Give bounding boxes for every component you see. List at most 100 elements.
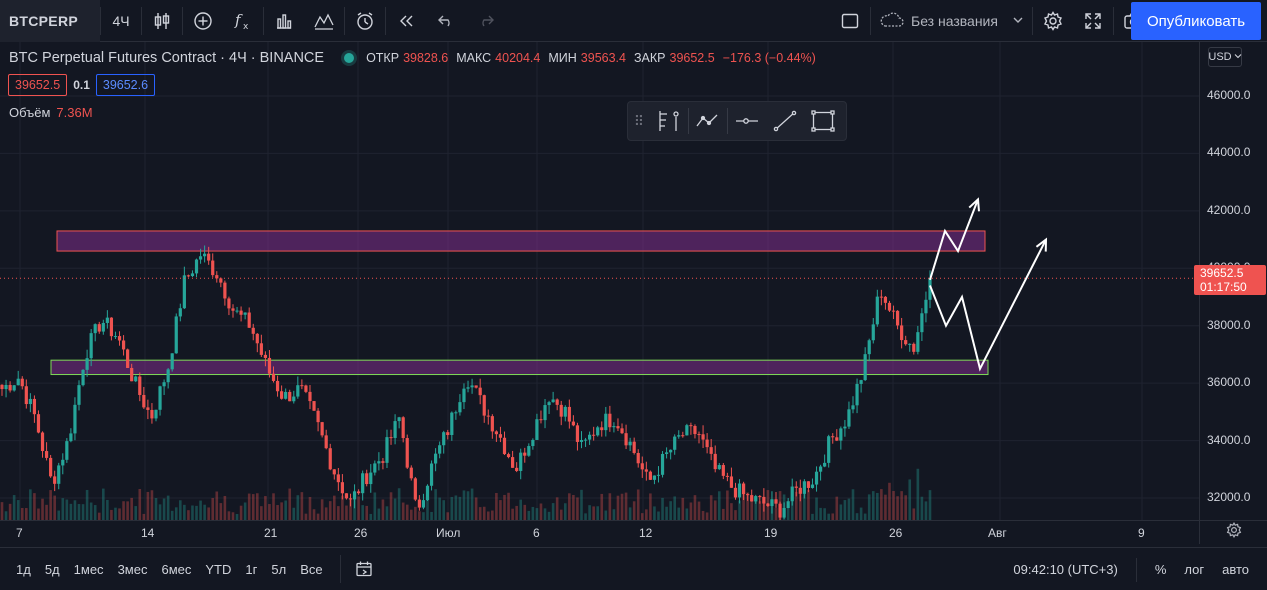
clock-timezone[interactable]: 09:42:10 (UTC+3) (1013, 562, 1118, 577)
range-button-3[interactable]: 3мес (117, 561, 148, 577)
candle-body (53, 476, 57, 484)
chart-pane[interactable] (0, 42, 1199, 520)
symbol-title[interactable]: BTC Perpetual Futures Contract · 4Ч · BI… (9, 50, 325, 66)
percent-scale-button[interactable]: % (1154, 562, 1167, 577)
currency-select[interactable]: USD (1208, 47, 1242, 67)
candle-body (758, 496, 762, 498)
candle-body (575, 425, 580, 442)
volume-bar (458, 496, 462, 520)
candle-body (352, 491, 357, 500)
indicators-plus-icon[interactable] (183, 0, 223, 42)
time-axis[interactable]: 7 14 21 26 Июл 6 12 19 26 Авг 9 (0, 520, 1199, 544)
redo-icon[interactable] (466, 0, 506, 42)
candle-body (632, 441, 636, 453)
candle-body (361, 473, 365, 494)
range-button-2[interactable]: 1мес (73, 561, 104, 577)
volume-bar (908, 479, 912, 520)
candle-body (543, 405, 547, 421)
range-button-7[interactable]: 5л (271, 561, 287, 577)
volume-bar (264, 496, 267, 520)
volume-bar (754, 496, 758, 520)
price-chart[interactable] (0, 42, 1199, 520)
candle-body (203, 253, 207, 257)
volume-bar (628, 507, 632, 520)
candle-body (344, 493, 349, 499)
candle-body (770, 499, 774, 507)
projection-path-bullish-arrowhead (968, 197, 980, 212)
volume-bar (750, 498, 753, 520)
gear-icon[interactable] (1226, 522, 1242, 543)
range-button-6[interactable]: 1г (245, 561, 258, 577)
replay-icon[interactable] (386, 0, 426, 42)
support-zone (50, 359, 989, 376)
volume-bar (701, 510, 705, 520)
candles-icon[interactable] (142, 0, 182, 42)
candle-body (847, 409, 851, 427)
candle-body (681, 435, 685, 437)
volume-legend[interactable]: Объём 7.36M (9, 105, 93, 120)
alert-icon[interactable] (345, 0, 385, 42)
volume-bar (296, 495, 300, 520)
volume-bar (742, 489, 745, 520)
candle-body (494, 431, 498, 435)
volume-label: Объём (9, 105, 51, 120)
svg-text:x: x (243, 22, 249, 32)
goto-date-icon[interactable] (355, 560, 373, 578)
long-position-icon[interactable] (650, 102, 688, 140)
volume-bar (486, 511, 490, 520)
auto-scale-button[interactable]: авто (1222, 562, 1249, 577)
range-button-0[interactable]: 1д (16, 561, 31, 577)
candle-body (174, 316, 178, 354)
horizontal-ray-icon[interactable] (728, 102, 766, 140)
candle-body (215, 275, 219, 279)
trend-line-icon[interactable] (766, 102, 804, 140)
rectangle-tool-icon[interactable] (804, 102, 842, 140)
sell-button[interactable]: 39652.5 (8, 74, 68, 96)
volume-bar (794, 491, 798, 520)
candle-body (198, 256, 203, 260)
expand-icon[interactable] (1073, 0, 1113, 42)
candle-body (421, 500, 426, 508)
gear-icon[interactable] (1033, 0, 1073, 42)
publish-button[interactable]: Опубликовать (1131, 2, 1261, 40)
axis-settings[interactable] (1199, 520, 1267, 544)
candle-body (502, 437, 507, 455)
candle-body (97, 324, 101, 332)
compare-icon[interactable] (304, 0, 344, 42)
path-tool-icon[interactable] (689, 102, 727, 140)
candle-body (105, 317, 109, 323)
candle-body (32, 398, 37, 415)
templates-icon[interactable] (264, 0, 304, 42)
log-scale-button[interactable]: лог (1184, 562, 1205, 577)
volume-bar (393, 498, 397, 520)
volume-bar (118, 508, 121, 520)
drag-handle-icon[interactable]: ⠿ (633, 112, 645, 129)
volume-bar (191, 505, 194, 520)
volume-bar (608, 493, 612, 520)
range-button-1[interactable]: 5д (44, 561, 60, 577)
fullscreen-square-icon[interactable] (830, 0, 870, 42)
undo-icon[interactable] (426, 0, 466, 42)
candle-body (373, 463, 377, 473)
candle-body (425, 485, 430, 501)
range-button-5[interactable]: YTD (205, 561, 232, 577)
volume-bar (515, 505, 518, 520)
volume-bar (803, 488, 806, 520)
interval-button[interactable]: 4Ч (112, 12, 130, 29)
price-axis[interactable]: USD 46000.044000.042000.040000.038000.03… (1194, 42, 1267, 520)
buy-button[interactable]: 39652.6 (95, 74, 156, 96)
volume-bar (328, 501, 332, 520)
volume-bar (786, 507, 790, 520)
candle-body (438, 445, 442, 454)
volume-bar (4, 511, 8, 520)
range-button-4[interactable]: 6мес (161, 561, 192, 577)
candle-body (401, 417, 405, 439)
range-button-8[interactable]: Все (300, 561, 323, 577)
volume-bar (673, 496, 676, 520)
symbol-search-button[interactable]: BTCPERP (0, 0, 100, 42)
candle-body (44, 451, 49, 458)
layout-name-button[interactable]: Без названия (871, 0, 1032, 42)
volume-bar (507, 492, 510, 520)
